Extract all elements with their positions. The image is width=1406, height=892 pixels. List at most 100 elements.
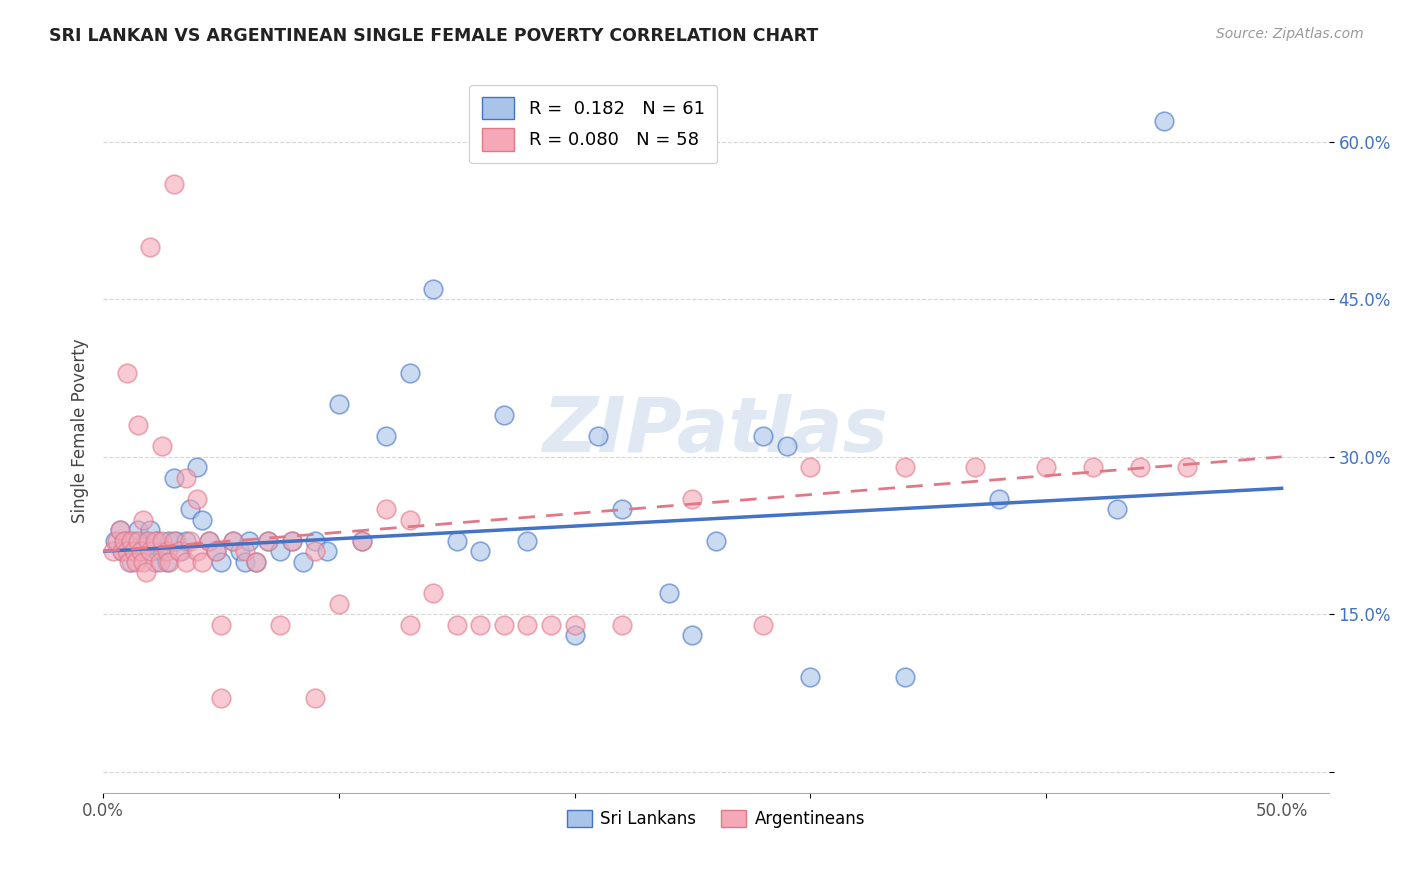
Point <box>205 544 228 558</box>
Point <box>139 523 162 537</box>
Point <box>304 691 326 706</box>
Point <box>120 555 142 569</box>
Point <box>564 628 586 642</box>
Point <box>191 555 214 569</box>
Point <box>150 533 173 548</box>
Point <box>470 544 492 558</box>
Point <box>149 555 172 569</box>
Point <box>186 460 208 475</box>
Point <box>120 533 142 548</box>
Point <box>304 544 326 558</box>
Point <box>163 177 186 191</box>
Point <box>375 502 398 516</box>
Point <box>987 491 1010 506</box>
Point <box>422 586 444 600</box>
Point <box>1153 114 1175 128</box>
Point <box>105 533 128 548</box>
Point <box>118 544 141 558</box>
Legend: Sri Lankans, Argentineans: Sri Lankans, Argentineans <box>560 804 872 835</box>
Point <box>104 533 127 548</box>
Point <box>470 617 492 632</box>
Point <box>135 566 157 580</box>
Text: ZIPatlas: ZIPatlas <box>543 393 889 467</box>
Point <box>142 544 165 558</box>
Point <box>179 502 201 516</box>
Point <box>398 366 420 380</box>
Point <box>516 617 538 632</box>
Point <box>681 628 703 642</box>
Point <box>446 617 468 632</box>
Point <box>564 617 586 632</box>
Point <box>139 240 162 254</box>
Point <box>163 471 186 485</box>
Point <box>156 555 179 569</box>
Point <box>245 555 267 569</box>
Point <box>143 533 166 548</box>
Point <box>191 513 214 527</box>
Point <box>150 439 173 453</box>
Point <box>280 533 302 548</box>
Point <box>398 513 420 527</box>
Point <box>127 418 149 433</box>
Point <box>122 533 145 548</box>
Point <box>704 533 727 548</box>
Point <box>681 491 703 506</box>
Point <box>540 617 562 632</box>
Point <box>446 533 468 548</box>
Point <box>170 544 193 558</box>
Point <box>174 533 197 548</box>
Point <box>492 617 515 632</box>
Point <box>352 533 374 548</box>
Point <box>209 691 232 706</box>
Point <box>1081 460 1104 475</box>
Point <box>167 544 190 558</box>
Point <box>157 533 180 548</box>
Point <box>422 282 444 296</box>
Point <box>1105 502 1128 516</box>
Point <box>492 408 515 422</box>
Point <box>129 544 152 558</box>
Point <box>122 544 145 558</box>
Point <box>257 533 280 548</box>
Y-axis label: Single Female Poverty: Single Female Poverty <box>72 338 89 523</box>
Point <box>112 533 135 548</box>
Point <box>111 544 134 558</box>
Point <box>245 555 267 569</box>
Point <box>150 544 173 558</box>
Point <box>127 523 149 537</box>
Point <box>257 533 280 548</box>
Point <box>316 544 339 558</box>
Point <box>292 555 315 569</box>
Point <box>516 533 538 548</box>
Point <box>269 617 291 632</box>
Point <box>893 670 915 684</box>
Point <box>1129 460 1152 475</box>
Point <box>198 533 221 548</box>
Point <box>135 533 157 548</box>
Point <box>115 544 138 558</box>
Point <box>776 439 799 453</box>
Point <box>209 617 232 632</box>
Point <box>146 533 169 548</box>
Point <box>108 523 131 537</box>
Point <box>799 460 821 475</box>
Point <box>209 555 232 569</box>
Point <box>269 544 291 558</box>
Point <box>205 544 228 558</box>
Point <box>157 555 180 569</box>
Point <box>610 617 633 632</box>
Point <box>129 544 152 558</box>
Point <box>398 617 420 632</box>
Point <box>1175 460 1198 475</box>
Point <box>610 502 633 516</box>
Point <box>965 460 987 475</box>
Text: SRI LANKAN VS ARGENTINEAN SINGLE FEMALE POVERTY CORRELATION CHART: SRI LANKAN VS ARGENTINEAN SINGLE FEMALE … <box>49 27 818 45</box>
Point <box>304 533 326 548</box>
Point <box>118 555 141 569</box>
Text: Source: ZipAtlas.com: Source: ZipAtlas.com <box>1216 27 1364 41</box>
Point <box>136 533 159 548</box>
Point <box>163 533 186 548</box>
Point <box>229 544 252 558</box>
Point <box>101 544 124 558</box>
Point <box>280 533 302 548</box>
